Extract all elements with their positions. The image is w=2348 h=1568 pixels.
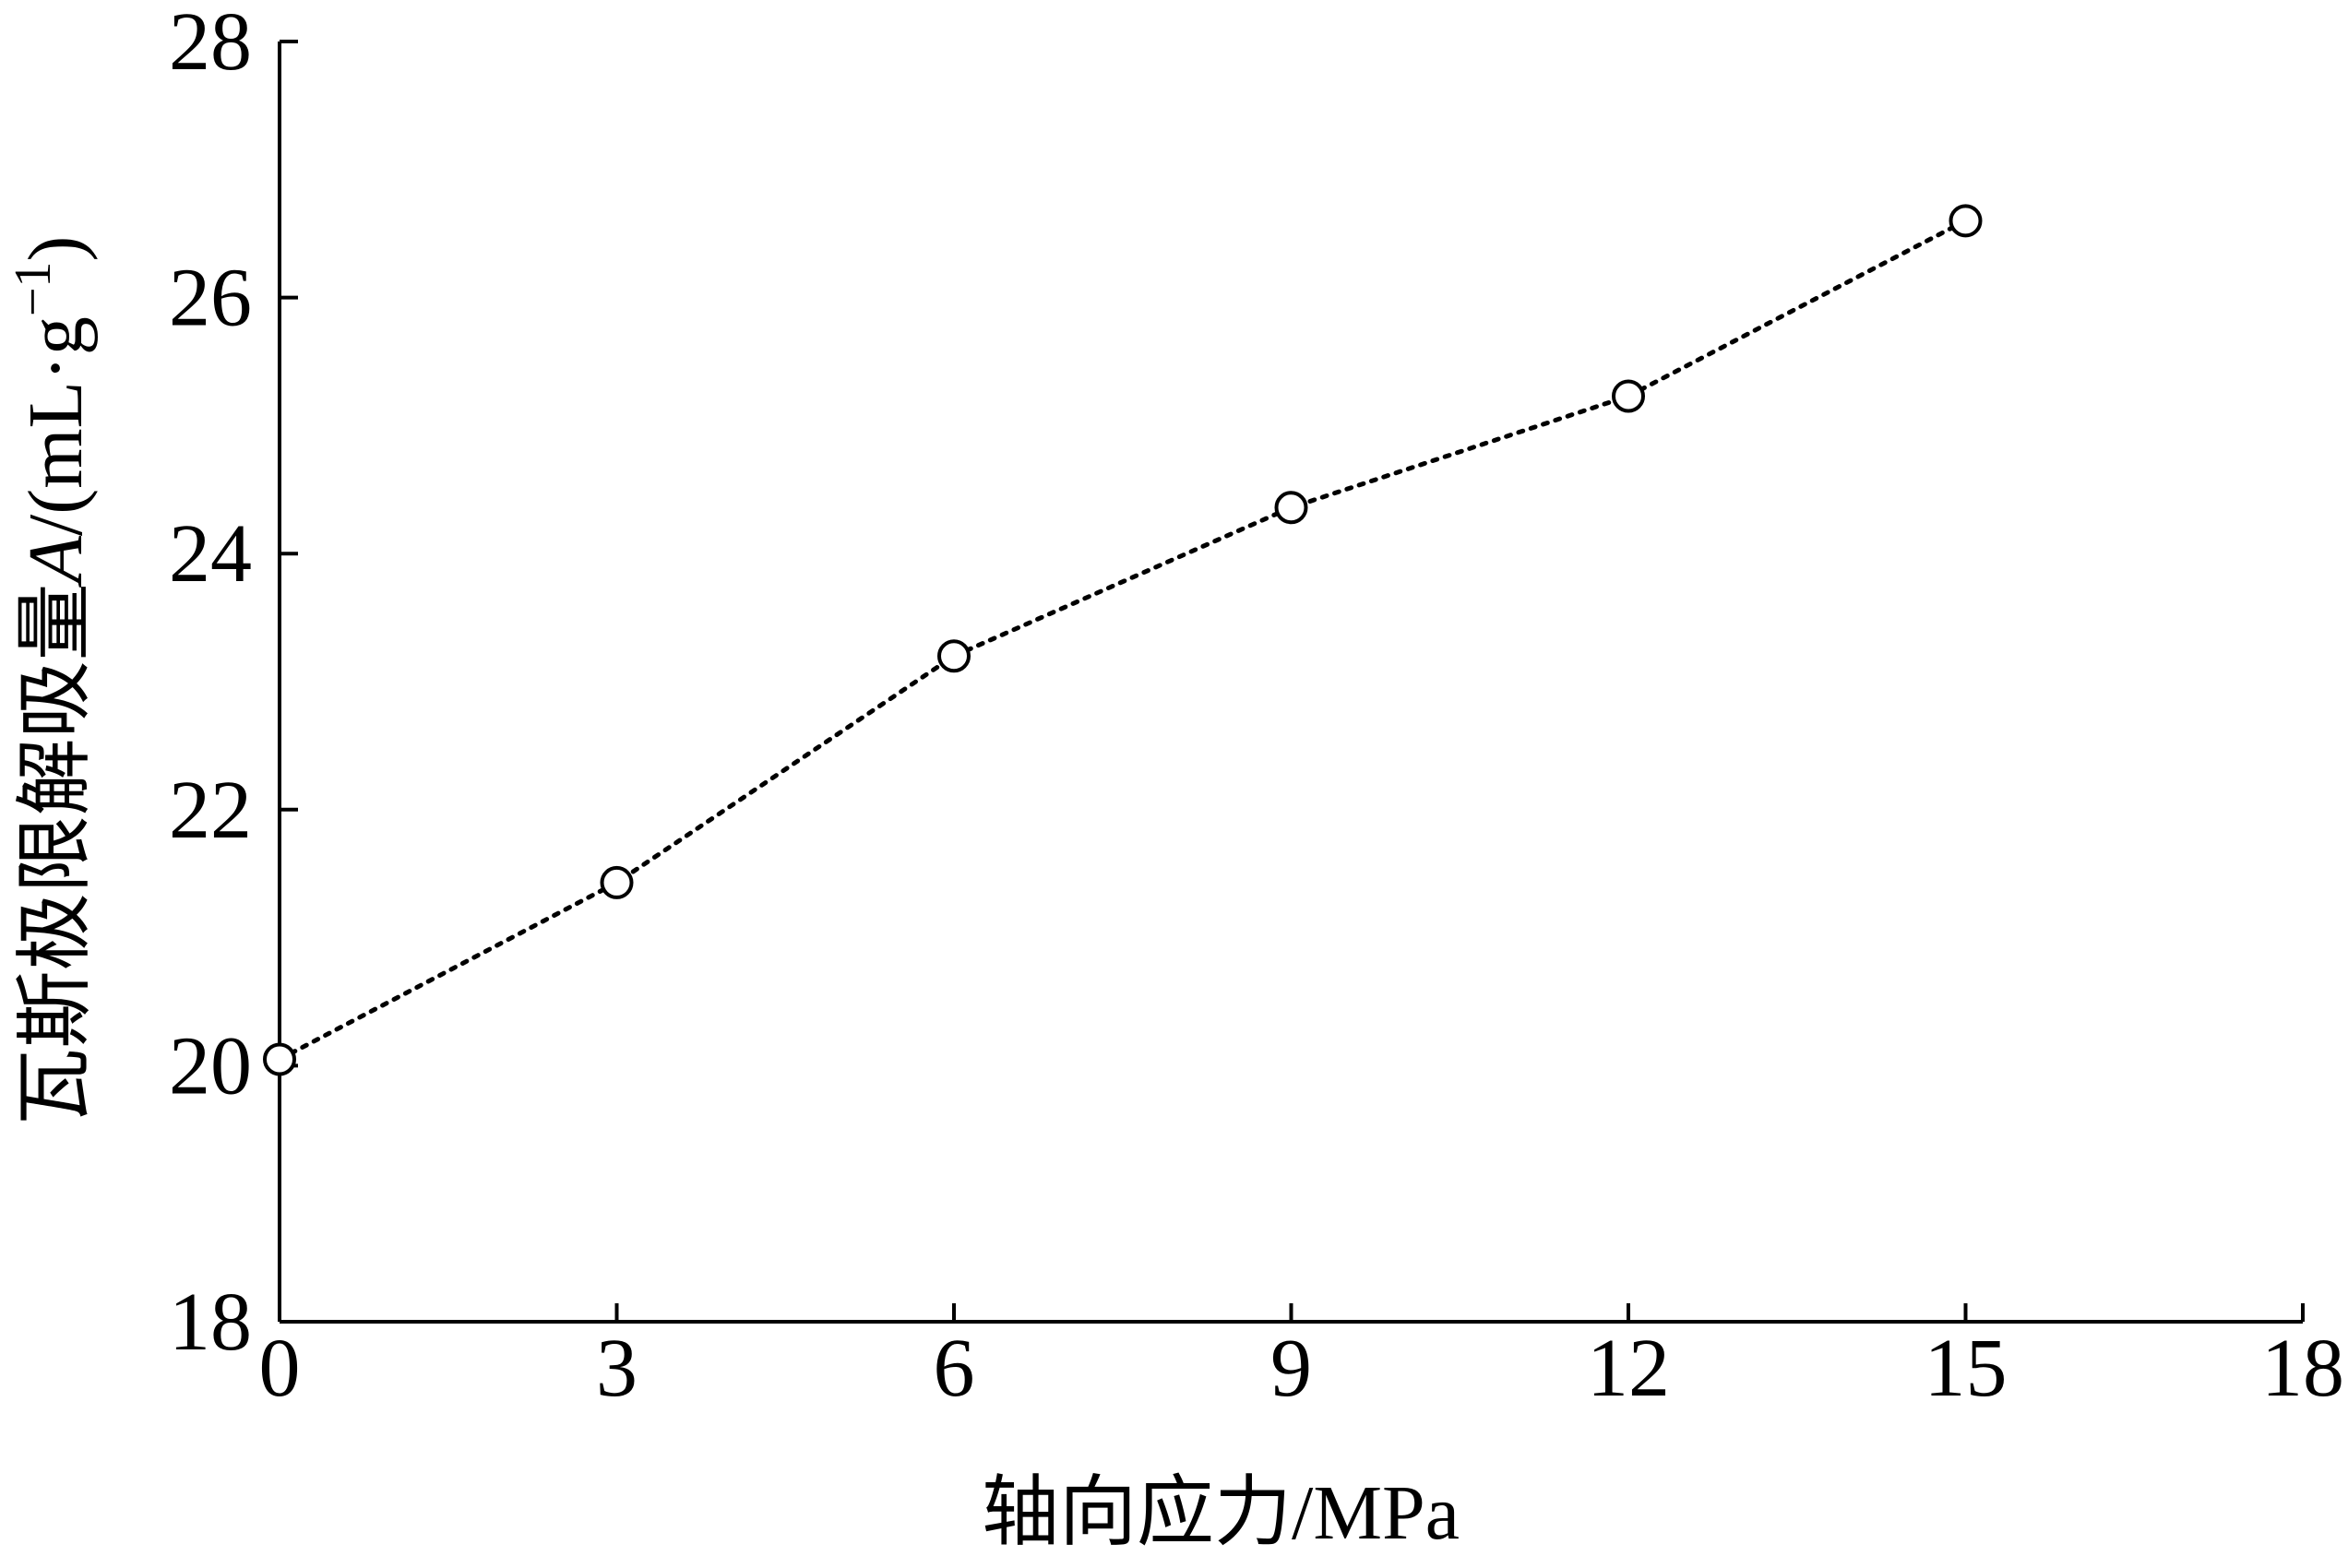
data-point [600, 865, 634, 899]
x-tick-label: 6 [934, 1323, 975, 1414]
y-tick-label: 26 [169, 253, 252, 344]
y-label-symbol: A [13, 535, 99, 588]
y-tick-label: 20 [169, 1020, 252, 1111]
data-line [277, 218, 1968, 1062]
y-tick-label: 24 [169, 508, 252, 600]
data-point [1949, 204, 1983, 238]
y-label-text: 瓦斯极限解吸量 [13, 583, 99, 1125]
data-point [263, 1042, 296, 1076]
y-axis-label: 瓦斯极限解吸量A/(mL·g−1) [5, 236, 99, 1126]
y-tick-label: 18 [169, 1277, 252, 1368]
y-label-exponent: −1 [5, 262, 62, 317]
x-axis-label: 轴向应力/MPa [982, 1470, 1460, 1556]
x-tick-label: 0 [259, 1323, 301, 1414]
x-tick-label: 15 [1925, 1323, 2008, 1414]
x-tick-label: 3 [596, 1323, 638, 1414]
y-label-unit: /(mL·g [13, 316, 99, 536]
x-tick-label: 12 [1587, 1323, 1670, 1414]
x-tick-label: 18 [2261, 1323, 2344, 1414]
y-tick-label: 28 [169, 0, 252, 88]
data-point [1274, 491, 1308, 525]
data-point [937, 639, 971, 673]
data-point [1612, 379, 1645, 413]
x-tick-label: 9 [1270, 1323, 1312, 1414]
y-label-close: ) [13, 236, 99, 262]
y-tick-label: 22 [169, 765, 252, 856]
